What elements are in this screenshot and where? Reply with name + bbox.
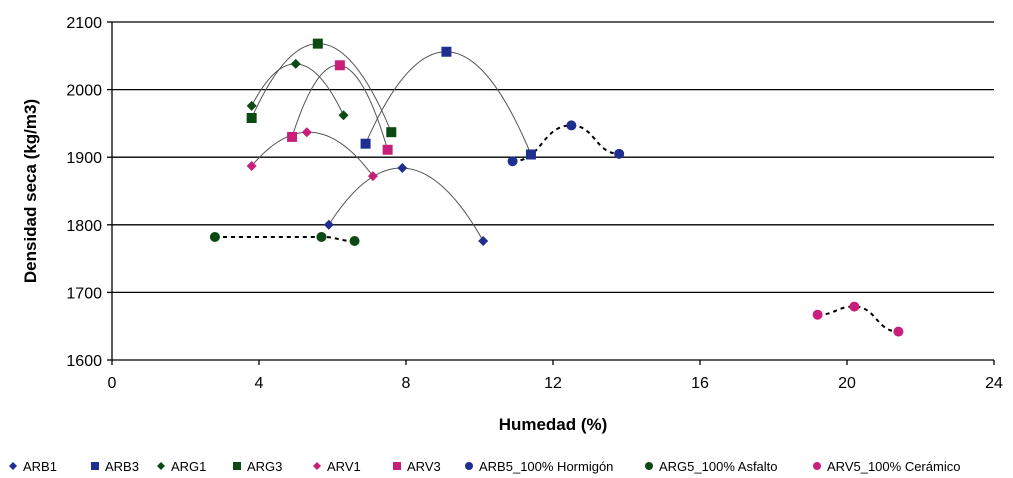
y-tick-labels: 1600 1700 1800 1900 2000 2100 xyxy=(66,15,102,370)
data-point-arv1 xyxy=(301,127,312,138)
legend: ARB1 ARB3 ARG1 ARG3 ARV1 ARV3 ARB5_100% Hormig… xyxy=(9,459,960,474)
legend-label: ARG1 xyxy=(171,459,206,474)
data-point-arb1 xyxy=(397,163,408,174)
y-axis-label: Densidad seca (kg/m3) xyxy=(21,99,40,283)
legend-marker xyxy=(157,462,165,470)
fit-curve-arv1 xyxy=(251,131,374,177)
x-tick-label: 12 xyxy=(544,375,562,392)
data-point-arg1 xyxy=(338,110,349,121)
data-point-arb5-100-hormig-n xyxy=(614,148,625,159)
legend-marker xyxy=(465,462,473,470)
data-point-arb1 xyxy=(323,219,334,230)
legend-item-arv5-100-cer-mico: ARV5_100% Cerámico xyxy=(813,459,960,474)
legend-item-arv1: ARV1 xyxy=(313,459,361,474)
y-tick-label: 1800 xyxy=(66,218,102,235)
legend-item-arb1: ARB1 xyxy=(9,459,57,474)
data-point-arg5-100-asfalto xyxy=(316,231,327,242)
legend-label: ARG5_100% Asfalto xyxy=(659,459,778,474)
legend-label: ARB5_100% Hormigón xyxy=(479,459,613,474)
data-point-arb3 xyxy=(525,149,536,160)
data-point-arg5-100-asfalto xyxy=(349,236,360,247)
fit-curve-arv5-100-cer-mico xyxy=(817,305,899,333)
data-point-arg3 xyxy=(312,38,323,49)
x-tick-label: 8 xyxy=(402,375,411,392)
data-point-arg1 xyxy=(290,58,301,69)
legend-item-arb3: ARB3 xyxy=(91,459,139,474)
y-tick-label: 1700 xyxy=(66,285,102,302)
data-point-arg3 xyxy=(246,112,257,123)
legend-marker xyxy=(233,462,241,470)
fit-curve-arb3 xyxy=(365,51,532,155)
data-point-arv5-100-cer-mico xyxy=(849,301,860,312)
data-point-arb5-100-hormig-n xyxy=(566,120,577,131)
x-tick-label: 24 xyxy=(985,375,1003,392)
data-point-arv1 xyxy=(367,171,378,182)
legend-label: ARB1 xyxy=(23,459,57,474)
data-point-arv3 xyxy=(382,144,393,155)
legend-label: ARG3 xyxy=(247,459,282,474)
x-tick-label: 0 xyxy=(108,375,117,392)
data-point-arv3 xyxy=(334,60,345,71)
fit-curves xyxy=(214,43,899,333)
data-point-arg1 xyxy=(246,100,257,111)
legend-item-arg5-100-asfalto: ARG5_100% Asfalto xyxy=(645,459,778,474)
data-point-arv1 xyxy=(246,160,257,171)
fit-curve-arg3 xyxy=(251,43,392,133)
y-tick-label: 1600 xyxy=(66,353,102,370)
x-tick-label: 20 xyxy=(838,375,856,392)
legend-item-arg3: ARG3 xyxy=(233,459,282,474)
legend-marker xyxy=(813,462,821,470)
y-tick-label: 2100 xyxy=(66,15,102,32)
legend-marker xyxy=(9,462,17,470)
data-points xyxy=(209,38,904,337)
legend-item-arg1: ARG1 xyxy=(157,459,206,474)
legend-item-arv3: ARV3 xyxy=(393,459,441,474)
data-point-arv5-100-cer-mico xyxy=(893,326,904,337)
data-point-arb5-100-hormig-n xyxy=(507,156,518,167)
legend-marker xyxy=(91,462,99,470)
data-point-arb3 xyxy=(441,46,452,57)
data-point-arg3 xyxy=(386,127,397,138)
data-point-arb1 xyxy=(478,236,489,247)
legend-label: ARV1 xyxy=(327,459,361,474)
legend-marker xyxy=(393,462,401,470)
legend-label: ARV3 xyxy=(407,459,441,474)
fit-curve-arb1 xyxy=(328,167,484,242)
legend-item-arb5-100-hormig-n: ARB5_100% Hormigón xyxy=(465,459,613,474)
y-tick-label: 1900 xyxy=(66,150,102,167)
legend-marker xyxy=(313,462,321,470)
x-tick-labels: 0 4 8 12 16 20 24 xyxy=(108,375,1003,392)
x-tick-label: 4 xyxy=(255,375,264,392)
data-point-arg5-100-asfalto xyxy=(209,231,220,242)
legend-label: ARB3 xyxy=(105,459,139,474)
x-tick-label: 16 xyxy=(691,375,709,392)
axes xyxy=(107,21,995,365)
data-point-arv3 xyxy=(287,131,298,142)
x-axis-label: Humedad (%) xyxy=(499,415,608,434)
legend-marker xyxy=(645,462,653,470)
data-point-arb3 xyxy=(360,138,371,149)
data-point-arv5-100-cer-mico xyxy=(812,309,823,320)
y-tick-label: 2000 xyxy=(66,83,102,100)
gridlines xyxy=(112,21,994,294)
legend-label: ARV5_100% Cerámico xyxy=(827,459,960,474)
fit-curve-arg5-100-asfalto xyxy=(214,235,355,243)
